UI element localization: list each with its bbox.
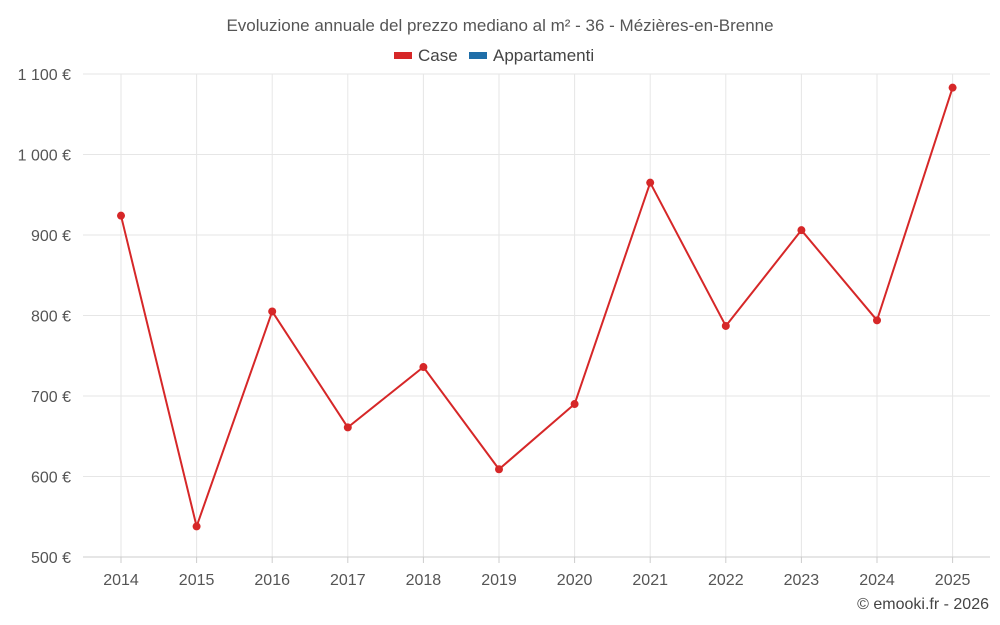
y-tick-label: 1 100 € bbox=[18, 67, 71, 84]
data-point-case-2019[interactable] bbox=[495, 465, 503, 474]
grid bbox=[83, 73, 990, 557]
x-tick-label: 2023 bbox=[784, 572, 820, 589]
data-point-case-2021[interactable] bbox=[646, 178, 655, 187]
x-tick-label: 2015 bbox=[179, 572, 215, 589]
data-point-case-2022[interactable] bbox=[721, 321, 730, 330]
credit: © emooki.fr - 2026 bbox=[857, 596, 989, 613]
series-case bbox=[117, 83, 957, 531]
x-tick-label: 2018 bbox=[406, 572, 442, 589]
legend-item-appartamenti[interactable]: Appartamenti bbox=[469, 46, 594, 65]
x-tick-label: 2021 bbox=[632, 572, 668, 589]
y-tick-label: 700 € bbox=[31, 389, 71, 406]
data-point-case-2020[interactable] bbox=[570, 400, 579, 409]
data-point-case-2014[interactable] bbox=[117, 211, 125, 220]
legend-swatch-appartamenti bbox=[469, 52, 487, 59]
x-axis-ticks: 2014 2015 2016 2017 2018 2019 2020 2021 2022 2023… bbox=[103, 557, 970, 589]
y-tick-label: 800 € bbox=[31, 309, 71, 326]
series-line-case bbox=[120, 87, 954, 528]
data-point-case-2017[interactable] bbox=[343, 423, 352, 432]
x-tick-label: 2017 bbox=[330, 572, 366, 589]
y-tick-label: 500 € bbox=[31, 550, 71, 567]
legend-item-case[interactable]: Case bbox=[394, 46, 458, 65]
x-tick-label: 2014 bbox=[103, 572, 139, 589]
data-point-case-2016[interactable] bbox=[268, 307, 277, 316]
legend: Case Appartamenti bbox=[394, 46, 594, 65]
y-tick-label: 600 € bbox=[31, 470, 71, 487]
chart-title: Evoluzione annuale del prezzo mediano al… bbox=[226, 16, 773, 35]
y-tick-label: 1 000 € bbox=[18, 148, 71, 165]
data-point-case-2023[interactable] bbox=[797, 226, 806, 235]
x-tick-label: 2024 bbox=[859, 572, 895, 589]
y-axis-ticks: 500 € 600 € 700 € 800 € 900 € 1 000 € 1 100 € bbox=[18, 67, 71, 567]
x-tick-label: 2025 bbox=[935, 572, 971, 589]
data-point-case-2025[interactable] bbox=[948, 83, 957, 92]
y-tick-label: 900 € bbox=[31, 228, 71, 245]
data-point-case-2015[interactable] bbox=[192, 522, 201, 531]
data-point-case-2024[interactable] bbox=[873, 316, 881, 325]
legend-label-appartamenti: Appartamenti bbox=[493, 46, 594, 65]
x-tick-label: 2016 bbox=[254, 572, 290, 589]
legend-label-case: Case bbox=[418, 46, 458, 65]
legend-swatch-case bbox=[394, 52, 412, 59]
x-tick-label: 2022 bbox=[708, 572, 744, 589]
x-tick-label: 2020 bbox=[557, 572, 593, 589]
data-point-case-2018[interactable] bbox=[419, 363, 428, 372]
x-tick-label: 2019 bbox=[481, 572, 517, 589]
